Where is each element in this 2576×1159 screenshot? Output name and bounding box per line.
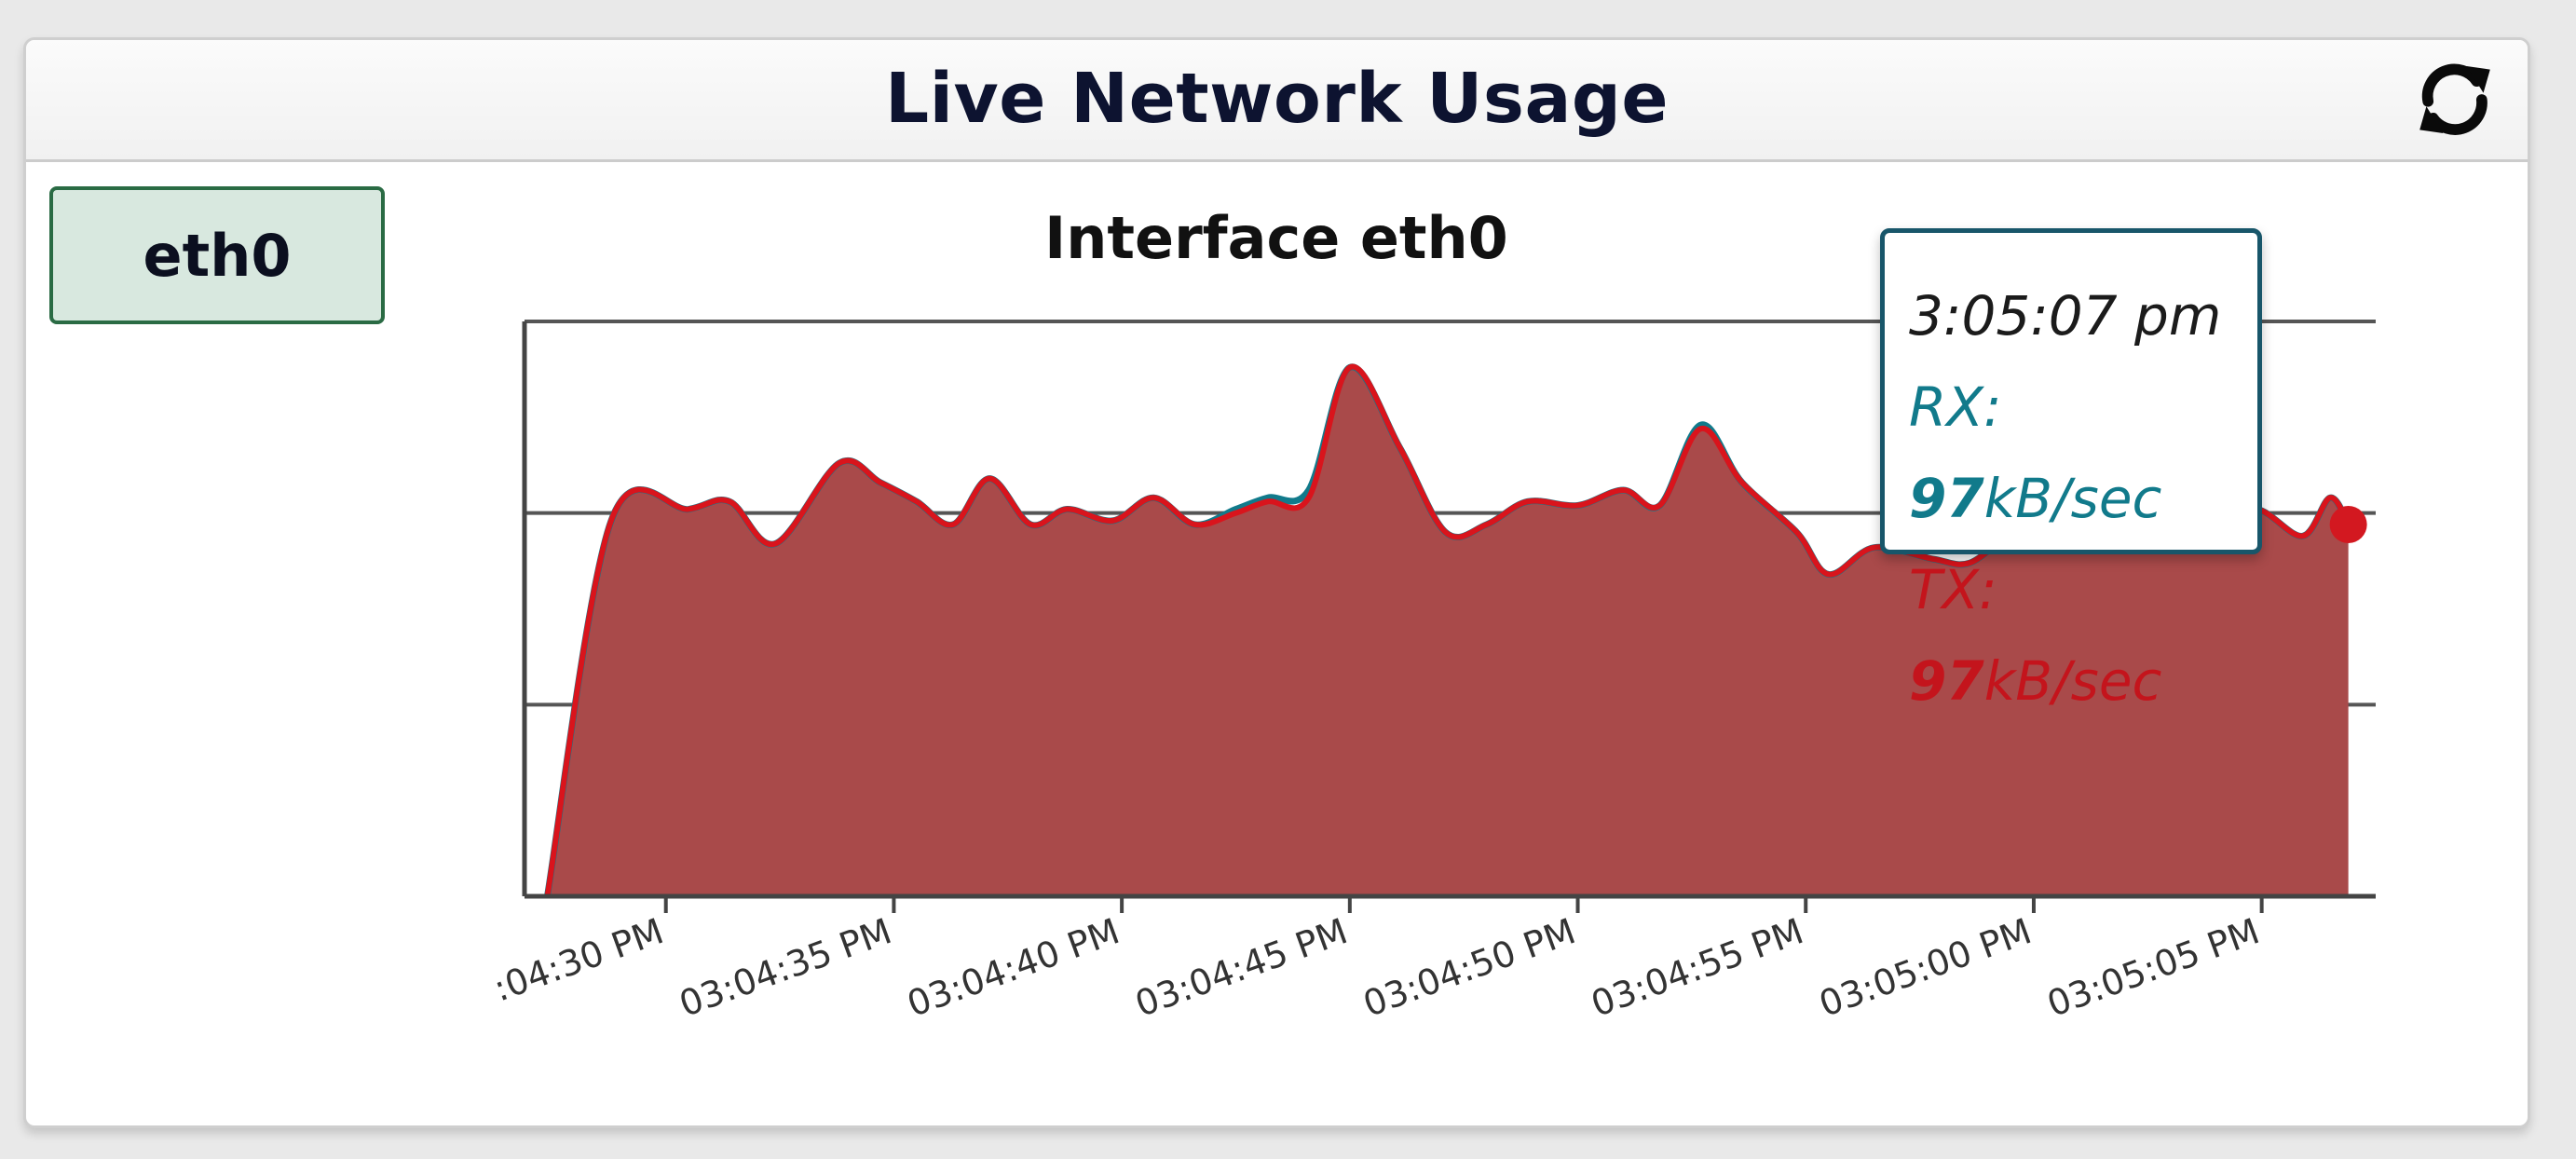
tx-data-point: [772, 541, 778, 547]
tx-data-point: [1620, 487, 1626, 493]
tx-data-point: [1265, 498, 1271, 504]
tx-data-point: [1739, 480, 1745, 485]
panel-title: Live Network Usage: [884, 59, 1670, 139]
tx-data-point: [914, 498, 920, 504]
tooltip-time: 3:05:07 pm: [1909, 284, 2222, 348]
tx-data-point: [686, 507, 691, 512]
tx-data-point: [1793, 529, 1799, 535]
tx-data-point: [2300, 533, 2306, 539]
tooltip-rx-value: 97: [1909, 467, 1984, 530]
tx-area: [547, 366, 2349, 896]
tx-data-point: [987, 476, 992, 482]
refresh-icon[interactable]: [2413, 58, 2497, 142]
tx-data-point: [878, 480, 883, 485]
x-tick-label: 03:04:35 PM: [674, 910, 896, 1025]
tx-data-point: [1698, 426, 1704, 431]
chart-tooltip: 3:05:07 pm RX: 97kB/sec TX: 97kB/sec: [1880, 228, 2262, 713]
chart-title: Interface eth0: [1044, 204, 1508, 272]
tooltip-rx-unit: kB/sec: [1983, 467, 2162, 530]
tx-data-point: [1151, 495, 1156, 500]
tx-data-point: [1064, 507, 1070, 512]
tooltip-rx: RX: 97kB/sec: [1909, 361, 2257, 544]
tx-data-point: [1443, 529, 1449, 535]
tx-data-point: [1192, 522, 1197, 527]
tx-data-point: [727, 498, 732, 504]
tooltip-tx-value: 97: [1909, 649, 1984, 713]
x-tick-label: 03:05:00 PM: [1814, 910, 2037, 1025]
tx-data-point: [1575, 502, 1581, 508]
tx-data-point: [1872, 545, 1877, 551]
x-tick-label: 03:04:45 PM: [1130, 910, 1353, 1025]
panel-header: Live Network Usage: [26, 40, 2528, 162]
tx-data-point: [837, 460, 842, 466]
interface-tab-label: eth0: [143, 221, 292, 290]
tx-data-point: [1826, 571, 1832, 577]
interface-tab-eth0[interactable]: eth0: [49, 186, 385, 324]
x-tick-label: :04:30 PM: [488, 910, 669, 1009]
tx-data-point: [1657, 502, 1663, 508]
x-tick-label: 03:04:55 PM: [1586, 910, 1808, 1025]
tx-data-point: [1028, 522, 1033, 527]
tx-data-point: [2327, 495, 2333, 500]
tx-data-point: [1306, 495, 1312, 500]
x-tick-label: 03:05:05 PM: [2042, 910, 2265, 1025]
tooltip-tx-prefix: TX:: [1909, 558, 1997, 621]
x-tick-label: 03:04:40 PM: [902, 910, 1124, 1025]
tx-data-point: [1525, 498, 1531, 504]
tx-data-point: [950, 522, 956, 527]
tooltip-tx-unit: kB/sec: [1983, 649, 2162, 713]
tooltip-rx-prefix: RX:: [1909, 375, 2002, 439]
tx-data-point: [1110, 518, 1115, 524]
tx-data-point: [1484, 522, 1490, 527]
tx-data-point: [608, 518, 614, 524]
tx-data-point: [1233, 511, 1238, 516]
tx-data-point: [1347, 364, 1353, 370]
tooltip-tx: TX: 97kB/sec: [1909, 544, 2257, 727]
tx-data-point: [1397, 445, 1403, 451]
x-tick-label: 03:04:50 PM: [1357, 910, 1580, 1025]
highlight-point[interactable]: [2329, 506, 2367, 544]
